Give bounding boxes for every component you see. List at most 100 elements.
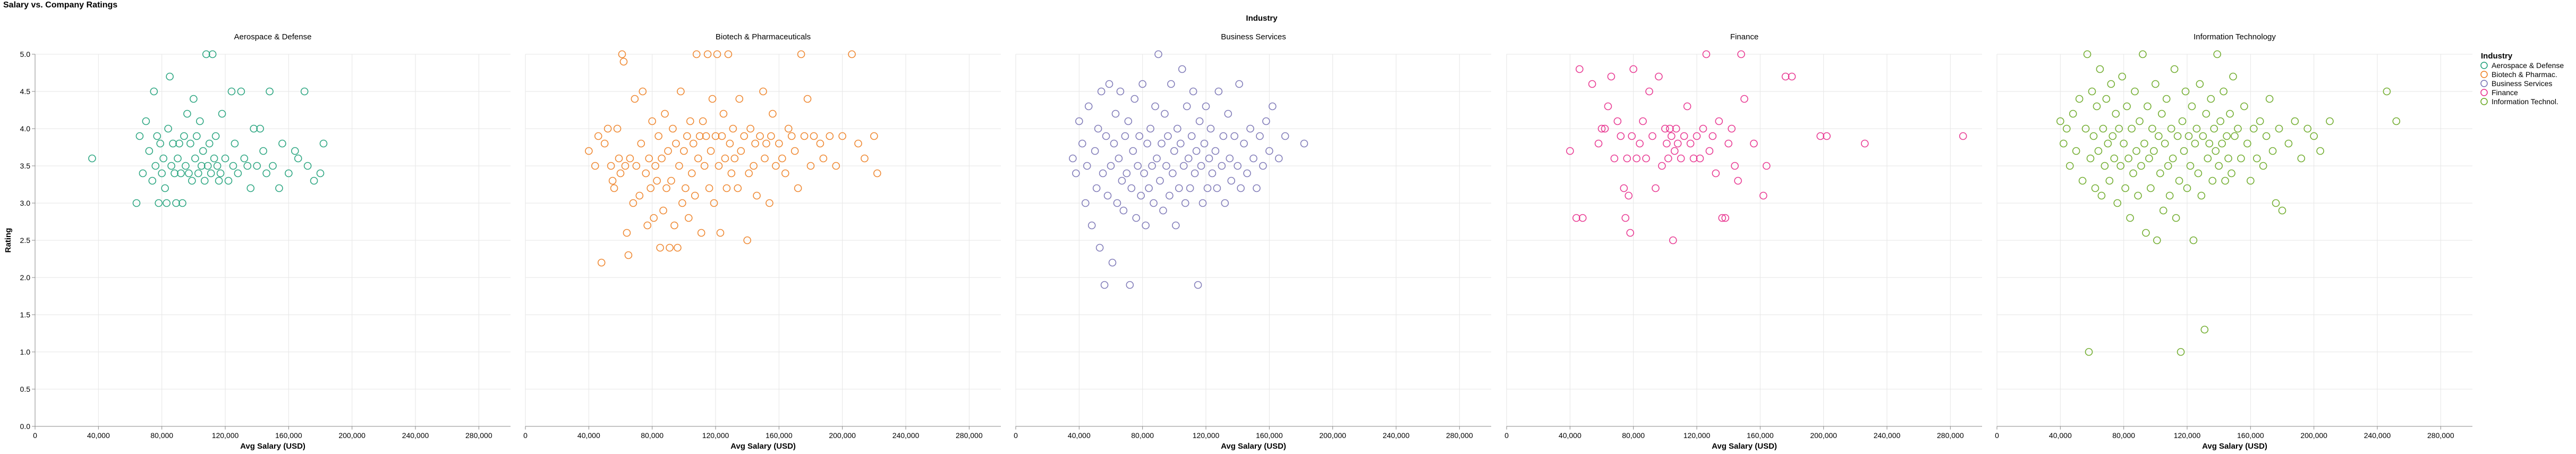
- x-tick-label: 280,000: [1446, 431, 1473, 440]
- data-point: [195, 117, 204, 125]
- data-point: [2199, 132, 2207, 140]
- data-point: [1689, 154, 1698, 163]
- data-point: [2221, 176, 2229, 185]
- legend-symbol: [2480, 71, 2488, 78]
- data-point: [1607, 72, 1616, 81]
- data-point: [1652, 184, 1660, 192]
- data-point: [1198, 199, 1207, 207]
- data-point: [2128, 124, 2136, 133]
- data-point: [1197, 162, 1205, 170]
- data-point: [2177, 348, 2185, 356]
- data-point: [1179, 162, 1188, 170]
- data-point: [2134, 191, 2142, 200]
- legend-entry: Business Services: [2492, 79, 2552, 88]
- data-point: [208, 50, 217, 58]
- data-point: [2065, 162, 2074, 170]
- data-point: [1683, 102, 1691, 111]
- data-point: [848, 50, 856, 58]
- data-point: [1151, 102, 1159, 111]
- data-point: [648, 117, 656, 125]
- data-point: [177, 169, 185, 178]
- data-point: [1161, 110, 1169, 118]
- data-point: [2139, 50, 2147, 58]
- data-point: [1174, 124, 1181, 133]
- data-point: [683, 132, 691, 140]
- data-point: [218, 110, 226, 118]
- data-point: [734, 184, 742, 192]
- legend-entry: Information Technol.: [2492, 97, 2558, 106]
- data-point: [2178, 117, 2187, 125]
- data-point: [2215, 162, 2223, 170]
- data-point: [2094, 147, 2103, 155]
- data-point: [197, 162, 206, 170]
- x-tick-label: 40,000: [1559, 431, 1582, 440]
- data-point: [1176, 139, 1185, 148]
- data-point: [762, 139, 770, 148]
- data-point: [183, 110, 191, 118]
- data-point: [629, 199, 637, 207]
- data-point: [1107, 162, 1115, 170]
- data-point: [623, 229, 631, 237]
- data-point: [1123, 169, 1131, 178]
- x-tick-label: 120,000: [702, 431, 729, 440]
- data-point: [2173, 132, 2182, 140]
- data-point: [624, 251, 633, 259]
- data-point: [778, 154, 786, 163]
- data-point: [2153, 236, 2161, 245]
- data-point: [194, 169, 202, 178]
- data-point: [278, 139, 286, 148]
- data-point: [1126, 281, 1134, 289]
- data-point: [735, 95, 744, 103]
- x-tick-label: 280,000: [465, 431, 492, 440]
- data-point: [2155, 132, 2163, 140]
- x-tick-label: 240,000: [2364, 431, 2391, 440]
- data-point: [1823, 132, 1831, 140]
- x-tick-label: 240,000: [402, 431, 429, 440]
- data-point: [2089, 132, 2098, 140]
- data-point: [2303, 124, 2312, 133]
- data-point: [1154, 50, 1162, 58]
- data-point: [1670, 147, 1679, 155]
- data-point: [684, 214, 693, 222]
- data-point: [1211, 147, 1220, 155]
- data-point: [216, 169, 225, 178]
- data-point: [697, 229, 705, 237]
- data-point: [1625, 191, 1633, 200]
- data-point: [1737, 50, 1745, 58]
- data-point: [2102, 95, 2111, 103]
- data-point: [1119, 206, 1128, 215]
- data-point: [1816, 132, 1824, 140]
- data-point: [316, 169, 325, 178]
- data-point: [1187, 132, 1196, 140]
- data-point: [1728, 124, 1736, 133]
- data-point: [631, 95, 639, 103]
- data-point: [1121, 132, 1129, 140]
- data-point: [1118, 176, 1126, 185]
- data-point: [677, 87, 685, 96]
- data-point: [250, 124, 258, 133]
- data-point: [2183, 184, 2191, 192]
- data-point: [740, 132, 748, 140]
- x-tick-label: 80,000: [2112, 431, 2135, 440]
- x-tick-label: 240,000: [1874, 431, 1901, 440]
- data-point: [607, 162, 615, 170]
- x-tick-label: 200,000: [829, 431, 856, 440]
- x-tick-label: 120,000: [1193, 431, 1220, 440]
- data-point: [639, 87, 647, 96]
- data-point: [159, 154, 167, 163]
- data-point: [689, 139, 698, 148]
- data-point: [174, 154, 182, 163]
- data-point: [1628, 132, 1636, 140]
- y-tick-label: 5.0: [20, 50, 31, 58]
- x-axis-title: Avg Salary (USD): [240, 442, 305, 451]
- data-point: [1224, 110, 1232, 118]
- data-point: [645, 154, 653, 163]
- data-point: [1237, 184, 1245, 192]
- data-point: [1721, 214, 1729, 222]
- data-point: [2194, 169, 2203, 178]
- data-point: [1221, 199, 1229, 207]
- data-point: [153, 132, 161, 140]
- data-point: [2226, 110, 2234, 118]
- data-point: [2200, 325, 2209, 334]
- data-point: [659, 206, 667, 215]
